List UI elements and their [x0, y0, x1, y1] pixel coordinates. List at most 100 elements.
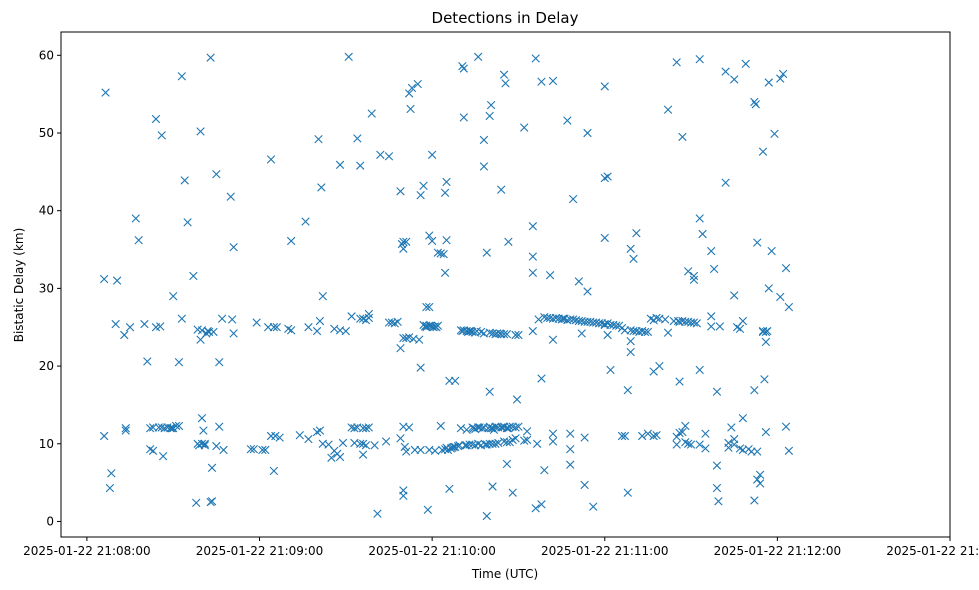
data-point [663, 328, 673, 337]
data-point [660, 315, 670, 324]
data-point [626, 337, 635, 346]
data-point [402, 237, 411, 246]
data-point [402, 447, 411, 456]
data-point [315, 426, 325, 435]
y-tick-label: 40 [39, 204, 54, 218]
data-point [511, 423, 520, 432]
data-point [626, 347, 635, 357]
data-point [301, 217, 310, 226]
data-point [400, 442, 409, 452]
data-point [361, 441, 371, 450]
data-point [177, 72, 187, 81]
data-point [269, 323, 279, 332]
data-point [202, 329, 211, 338]
data-point [157, 131, 166, 140]
data-point [416, 190, 425, 200]
data-point [105, 483, 115, 493]
data-point [781, 263, 791, 273]
data-point [767, 246, 776, 256]
data-point [381, 437, 391, 446]
data-point [167, 424, 176, 433]
data-point [156, 322, 165, 331]
data-point [442, 177, 451, 187]
data-point [532, 439, 542, 448]
data-point [344, 52, 353, 62]
data-point [295, 431, 304, 440]
data-point [548, 429, 558, 438]
data-point [338, 438, 348, 448]
data-point [600, 82, 609, 91]
data-point [686, 440, 696, 449]
data-point [482, 511, 491, 521]
data-point [698, 229, 707, 239]
y-tick-label: 0 [46, 514, 54, 528]
data-point [678, 132, 687, 142]
data-point [606, 365, 615, 375]
data-point [171, 421, 181, 431]
data-point [695, 55, 704, 64]
data-point [583, 287, 592, 296]
data-point [450, 442, 460, 452]
data-point [528, 252, 538, 261]
data-point [488, 482, 497, 491]
data-point [537, 374, 546, 383]
data-point [196, 127, 205, 136]
y-tick-label: 10 [39, 437, 54, 451]
data-point [286, 326, 296, 335]
data-point [684, 267, 693, 276]
data-point [753, 238, 762, 247]
data-point [499, 70, 509, 79]
data-point [327, 453, 336, 462]
data-point [436, 421, 445, 431]
data-point [730, 440, 739, 449]
x-tick-label: 2025-01-22 21:09:00 [196, 544, 323, 558]
data-point [356, 439, 365, 448]
data-point [404, 333, 414, 342]
data-point [730, 75, 739, 84]
data-point [499, 330, 509, 339]
data-point [284, 324, 293, 333]
data-point [531, 54, 540, 63]
data-point [212, 169, 221, 179]
data-point [574, 277, 584, 286]
data-point [442, 236, 451, 245]
data-point [709, 264, 719, 274]
data-point [416, 363, 425, 372]
data-point [206, 53, 215, 62]
plot-frame [60, 31, 951, 538]
data-point [269, 466, 279, 476]
data-point [353, 134, 362, 143]
data-point [415, 335, 424, 344]
data-point [433, 321, 443, 330]
data-point [271, 431, 280, 441]
data-point [364, 309, 374, 319]
data-point [217, 314, 227, 323]
data-point [312, 326, 322, 336]
data-point [367, 109, 376, 118]
data-point [701, 444, 710, 453]
data-point [781, 422, 791, 431]
data-point [425, 231, 434, 240]
data-points [99, 52, 794, 521]
data-point [304, 434, 313, 444]
data-point [266, 431, 276, 441]
data-point [356, 161, 365, 170]
data-point [568, 194, 578, 204]
data-point [317, 183, 326, 192]
data-point [450, 376, 460, 386]
data-point [558, 314, 568, 323]
data-point [548, 335, 558, 344]
data-point [672, 440, 681, 449]
x-axis-label: Time (UTC) [471, 567, 538, 581]
data-point [258, 445, 267, 455]
data-point [715, 322, 725, 331]
data-point [528, 222, 538, 231]
data-point [197, 413, 207, 423]
data-point [335, 160, 345, 170]
data-point [486, 100, 496, 110]
data-point [318, 291, 327, 301]
data-point [209, 327, 218, 337]
data-point [764, 284, 773, 293]
data-point [229, 329, 238, 338]
data-point [427, 236, 437, 246]
